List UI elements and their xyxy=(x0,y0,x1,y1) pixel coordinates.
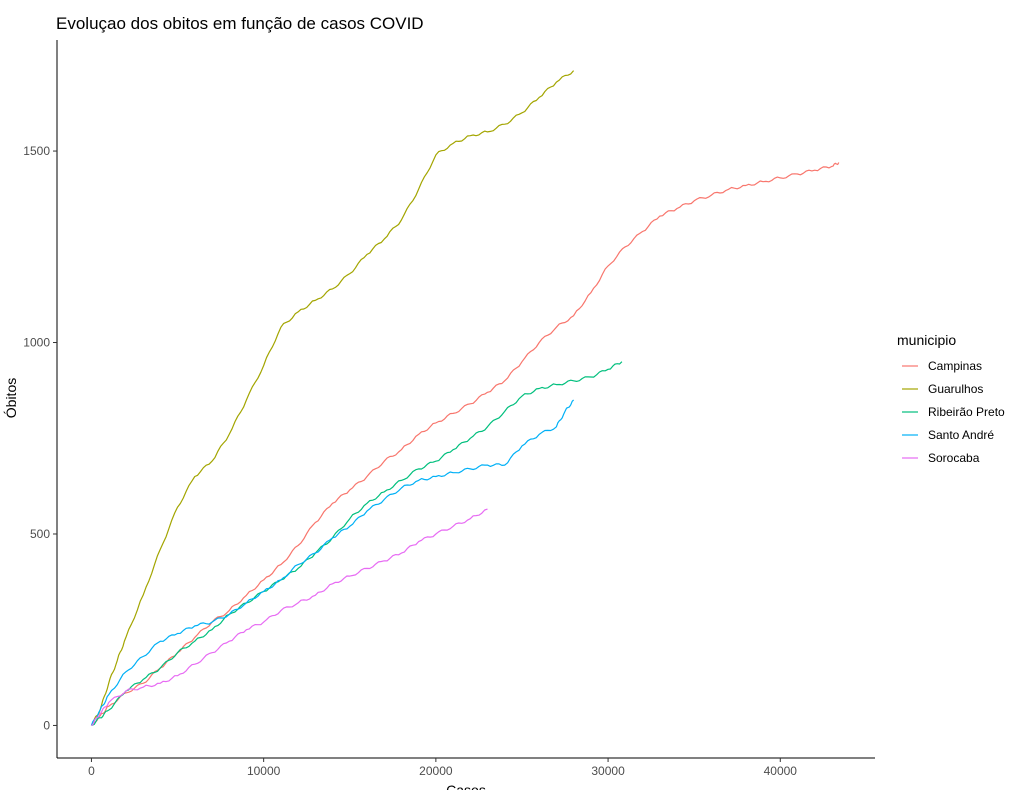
legend-item: Guarulhos xyxy=(902,382,983,396)
legend-item: Ribeirão Preto xyxy=(902,405,1005,419)
series-line-guarulhos xyxy=(90,70,575,726)
x-tick-label: 20000 xyxy=(419,764,453,778)
legend-label: Campinas xyxy=(928,359,982,373)
legend-title: municipio xyxy=(897,332,956,348)
legend-label: Ribeirão Preto xyxy=(928,405,1005,419)
legend-label: Santo André xyxy=(928,428,994,442)
x-tick-label: 40000 xyxy=(764,764,798,778)
legend: municipio Campinas Guarulhos Ribeirão Pret… xyxy=(897,332,1005,465)
legend-item: Santo André xyxy=(902,428,994,442)
x-tick-label: 30000 xyxy=(591,764,625,778)
chart-title: Evoluçao dos obitos em função de casos C… xyxy=(56,14,424,33)
series-line-sorocaba xyxy=(91,508,488,726)
x-axis: 0 10000 20000 30000 40000 xyxy=(57,757,875,778)
y-tick-label: 1000 xyxy=(23,336,50,350)
legend-label: Guarulhos xyxy=(928,382,983,396)
series-line-campinas xyxy=(90,162,840,726)
y-axis: 0 500 1000 1500 xyxy=(23,40,58,758)
series-line-santo-andr- xyxy=(90,399,575,726)
y-tick-label: 500 xyxy=(30,527,50,541)
x-tick-label: 10000 xyxy=(247,764,281,778)
legend-label: Sorocaba xyxy=(928,451,980,465)
x-axis-title: Casos xyxy=(446,782,486,790)
y-axis-title: Óbitos xyxy=(3,378,19,418)
legend-items: Campinas Guarulhos Ribeirão Preto Santo And… xyxy=(902,359,1005,465)
y-tick-label: 0 xyxy=(43,718,50,732)
plot-area xyxy=(90,70,840,727)
y-tick-label: 1500 xyxy=(23,144,50,158)
x-tick-label: 0 xyxy=(88,764,95,778)
series-line-ribeir-o-preto xyxy=(91,361,623,727)
legend-item: Sorocaba xyxy=(902,451,980,465)
legend-item: Campinas xyxy=(902,359,982,373)
